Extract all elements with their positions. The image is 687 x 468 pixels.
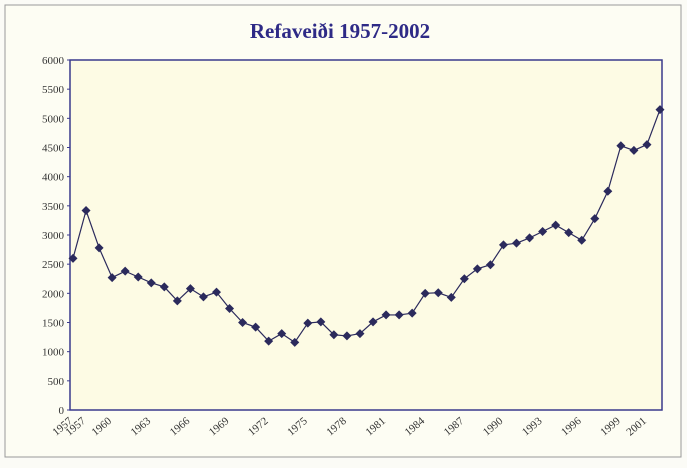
marker (381, 310, 391, 320)
y-tick-label: 4500 (42, 143, 65, 155)
marker (211, 287, 221, 297)
marker (303, 318, 313, 328)
marker (238, 318, 248, 327)
marker (629, 145, 639, 155)
marker (159, 282, 169, 292)
y-tick-label: 3000 (42, 230, 65, 242)
marker (590, 214, 600, 224)
marker (420, 288, 430, 298)
y-tick-label: 5000 (42, 113, 65, 125)
y-tick-label: 5500 (42, 84, 65, 96)
marker (68, 253, 78, 263)
marker (146, 278, 156, 288)
marker (577, 235, 587, 245)
marker (394, 310, 404, 320)
marker (120, 266, 130, 276)
marker (133, 272, 143, 282)
marker (277, 329, 287, 339)
marker (316, 317, 326, 327)
marker (355, 329, 365, 339)
marker (198, 292, 208, 302)
y-tick-label: 2500 (42, 259, 65, 271)
marker (642, 140, 652, 150)
marker (251, 322, 261, 332)
marker (538, 227, 548, 236)
marker (107, 273, 117, 283)
marker (94, 243, 104, 253)
marker (512, 238, 522, 248)
marker (616, 141, 626, 151)
marker (172, 296, 182, 306)
marker (342, 331, 352, 341)
marker (329, 330, 339, 340)
marker (472, 264, 482, 274)
marker (407, 308, 417, 318)
marker (498, 240, 508, 250)
marker (81, 206, 91, 215)
marker (446, 292, 456, 302)
marker (185, 284, 195, 294)
marker (225, 304, 235, 313)
marker (264, 336, 274, 346)
marker (525, 233, 535, 243)
y-tick-label: 500 (48, 376, 65, 388)
marker (459, 274, 469, 284)
marker (551, 220, 561, 230)
marker (603, 186, 613, 196)
marker (485, 260, 495, 270)
y-tick-label: 6000 (42, 55, 65, 67)
marker (564, 228, 574, 238)
y-tick-label: 1000 (42, 347, 65, 359)
y-tick-label: 3500 (42, 201, 65, 213)
marker (290, 337, 300, 347)
y-tick-label: 4000 (42, 172, 65, 184)
y-tick-label: 2000 (42, 288, 65, 300)
chart-title: Refaveiði 1957-2002 (250, 19, 430, 43)
y-tick-label: 1500 (42, 318, 65, 330)
line (72, 109, 661, 344)
marker (655, 105, 665, 115)
marker (368, 317, 378, 327)
plot-area (69, 59, 663, 411)
y-tick-label: 0 (59, 405, 65, 417)
marker (433, 288, 443, 298)
